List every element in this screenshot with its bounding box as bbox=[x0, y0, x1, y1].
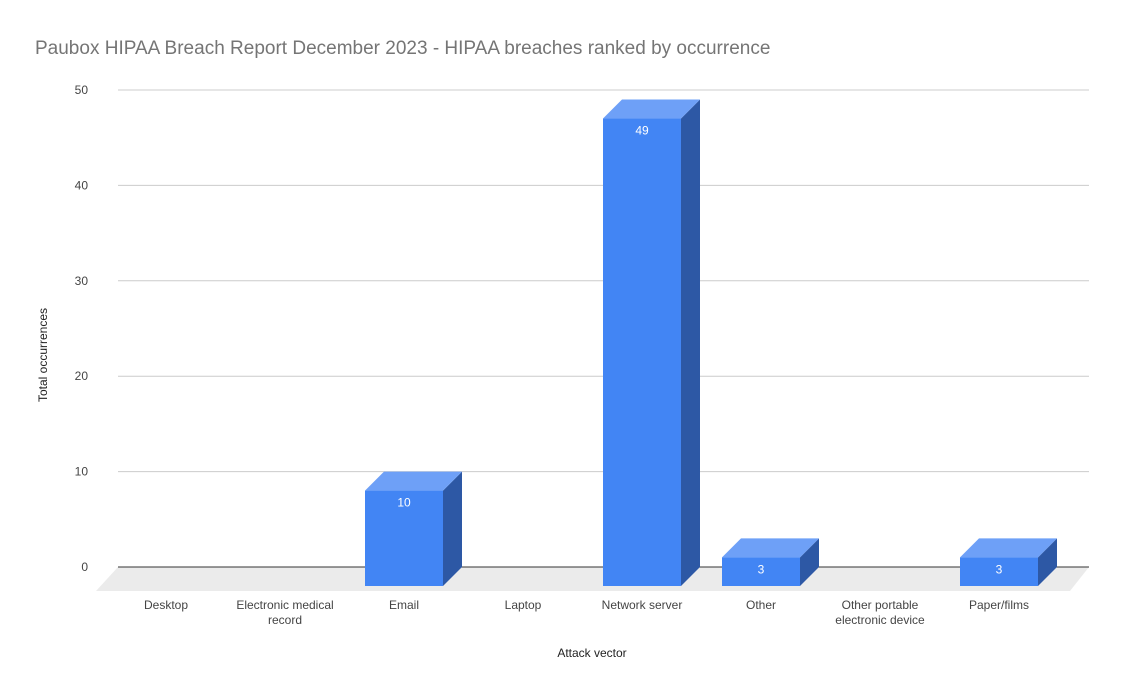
bar-front bbox=[603, 118, 681, 586]
x-tick-label: Email bbox=[389, 598, 419, 612]
bar-front bbox=[365, 490, 443, 586]
data-labels: 10 49 3 3 bbox=[397, 124, 1002, 577]
bar-top bbox=[960, 538, 1057, 558]
y-tick-label: 10 bbox=[75, 465, 89, 479]
bar-side bbox=[681, 99, 700, 586]
bar-front bbox=[722, 557, 800, 586]
bar-front bbox=[960, 557, 1038, 586]
bar bbox=[722, 538, 819, 586]
x-tick-label: Paper/films bbox=[969, 598, 1029, 612]
data-label: 3 bbox=[758, 562, 765, 576]
chart-floor bbox=[96, 567, 1089, 591]
x-tick-label: Electronic medical record bbox=[236, 598, 333, 627]
bar bbox=[603, 99, 700, 586]
y-axis-ticks: 0 10 20 30 40 50 bbox=[75, 83, 89, 574]
x-tick-label: Desktop bbox=[144, 598, 188, 612]
data-label: 10 bbox=[397, 496, 411, 510]
y-tick-label: 50 bbox=[75, 83, 89, 97]
x-tick-label: Other bbox=[746, 598, 776, 612]
chart-floor-plane bbox=[96, 567, 1089, 591]
y-tick-label: 0 bbox=[81, 560, 88, 574]
data-label: 3 bbox=[996, 562, 1003, 576]
bar-top bbox=[603, 99, 700, 119]
x-tick-label: Other portable electronic device bbox=[835, 598, 925, 627]
bar-side bbox=[800, 538, 819, 586]
x-tick-label: Laptop bbox=[505, 598, 542, 612]
bar-top bbox=[365, 471, 462, 491]
bars bbox=[365, 99, 1057, 586]
chart-title: Paubox HIPAA Breach Report December 2023… bbox=[35, 38, 770, 59]
x-axis-title: Attack vector bbox=[557, 646, 626, 660]
x-tick-label: Network server bbox=[602, 598, 683, 612]
data-label: 49 bbox=[635, 124, 649, 138]
bar-side bbox=[443, 471, 462, 586]
y-tick-label: 20 bbox=[75, 369, 89, 383]
bar bbox=[365, 471, 462, 586]
bar-top bbox=[722, 538, 819, 558]
x-axis-ticks: Desktop Electronic medical record Email Lapt… bbox=[144, 598, 1029, 627]
y-tick-label: 40 bbox=[75, 178, 89, 192]
bar bbox=[960, 538, 1057, 586]
bar-side bbox=[1038, 538, 1057, 586]
y-axis-title: Total occurrences bbox=[36, 308, 50, 402]
y-tick-label: 30 bbox=[75, 274, 89, 288]
